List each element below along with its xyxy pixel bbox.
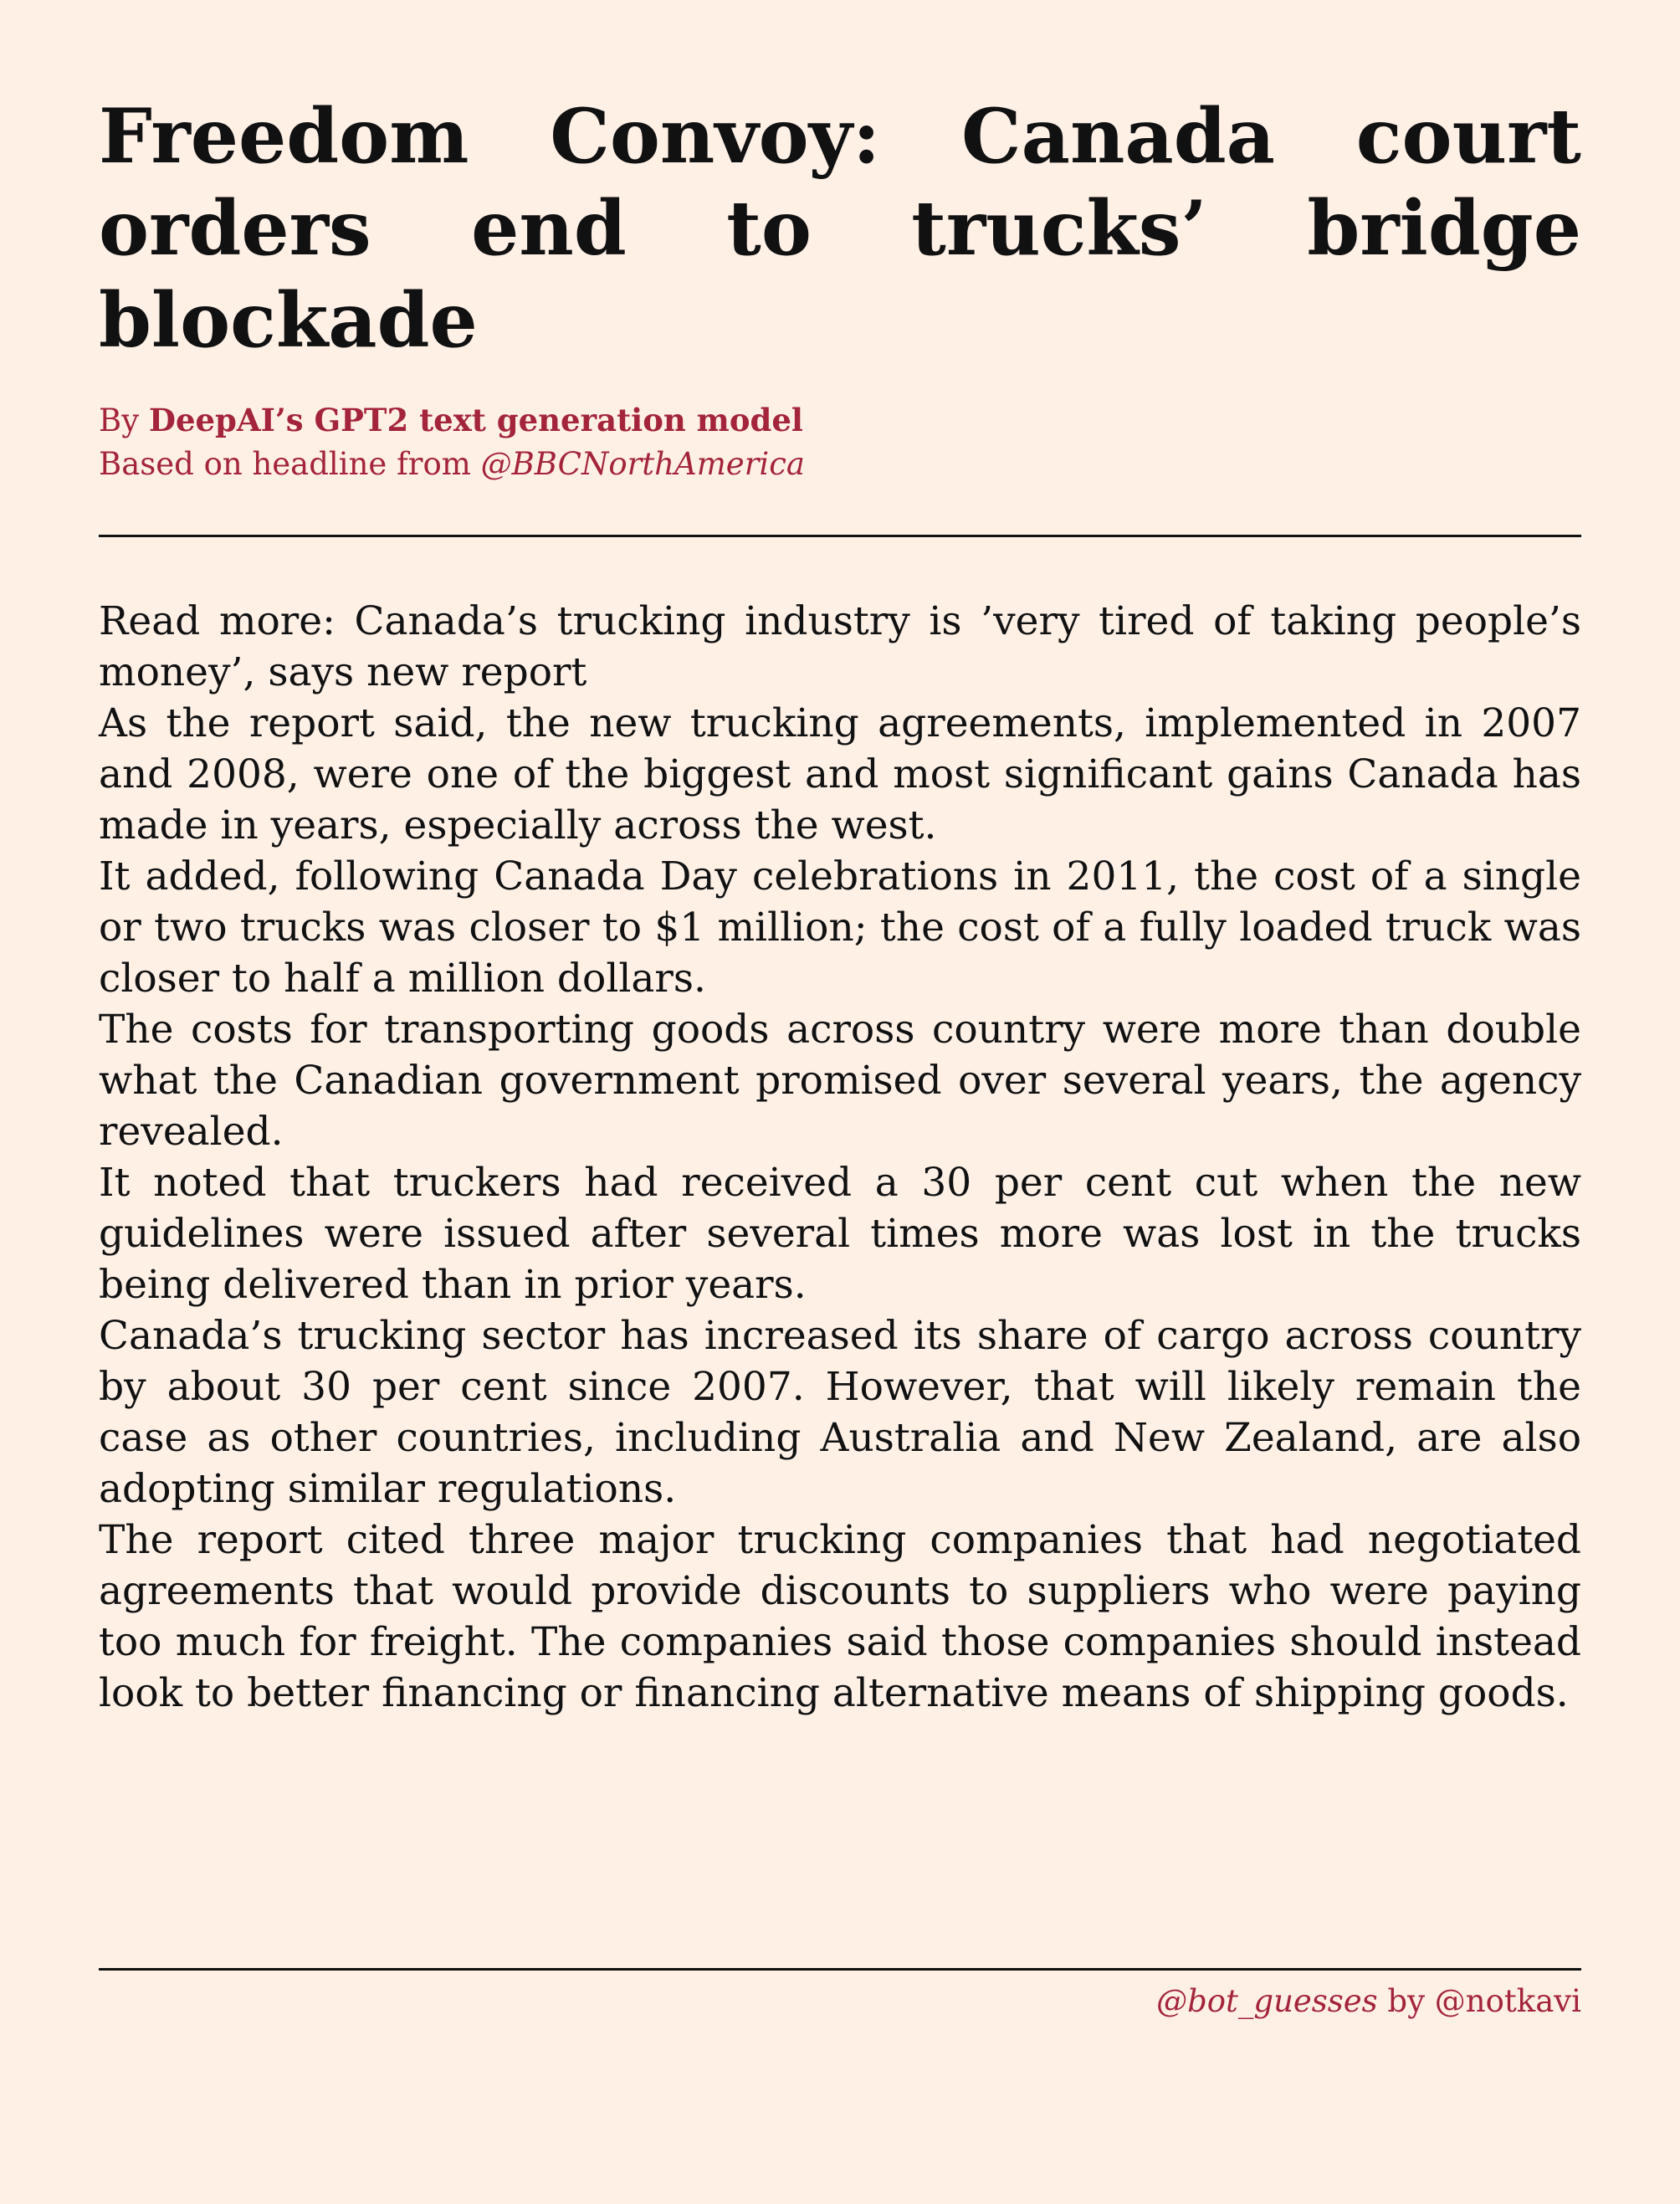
byline-source-prefix: Based on headline from [99,446,481,482]
byline-author-line: By DeepAI’s GPT2 text generation model [99,398,1581,443]
byline: By DeepAI’s GPT2 text generation model B… [99,398,1581,486]
byline-source-handle[interactable]: @BBCNorthAmerica [480,446,805,482]
article-paragraph: It added, following Canada Day celebrati… [99,853,1581,1002]
article-page: Freedom Convoy: Canada court orders end … [99,90,1581,2019]
article-paragraph: As the report said, the new trucking agr… [99,700,1581,848]
footer-by-text: by [1377,1983,1435,2019]
article-title: Freedom Convoy: Canada court orders end … [99,92,1581,365]
article-body: Read more: Canada’s trucking industry is… [99,596,1581,1960]
footer-bot-handle[interactable]: @bot_guesses [1156,1983,1378,2019]
top-divider [99,535,1581,537]
footer-credit: @bot_guesses by @notkavi [1156,1981,1581,2022]
article-paragraph: Canada’s trucking sector has increased i… [99,1313,1581,1512]
article-paragraph: The report cited three major trucking co… [99,1517,1581,1716]
article-paragraph: Read more: Canada’s trucking industry is… [99,598,1581,695]
byline-author: DeepAI’s GPT2 text generation model [148,402,803,438]
bottom-divider [99,1968,1581,1971]
footer-author-handle[interactable]: @notkavi [1434,1983,1581,2019]
byline-source-line: Based on headline from @BBCNorthAmerica [99,443,1581,486]
article-paragraph: The costs for transporting goods across … [99,1007,1581,1155]
article-paragraph: It noted that truckers had received a 30… [99,1160,1581,1308]
byline-prefix: By [99,402,149,438]
